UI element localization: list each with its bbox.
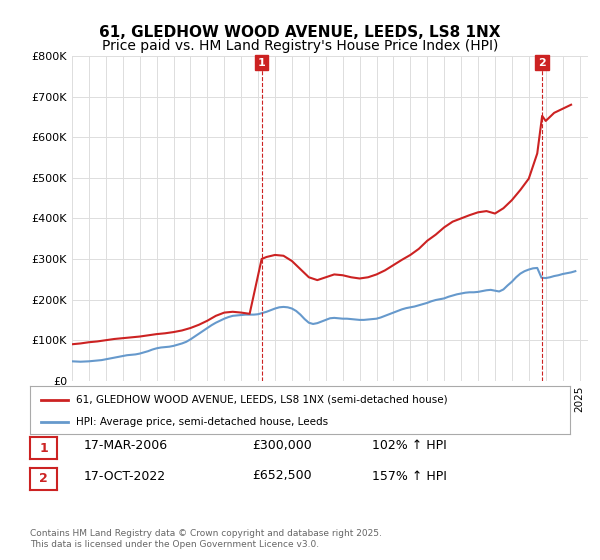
Text: 2: 2 [39,472,48,486]
Text: HPI: Average price, semi-detached house, Leeds: HPI: Average price, semi-detached house,… [76,417,328,427]
Text: 61, GLEDHOW WOOD AVENUE, LEEDS, LS8 1NX (semi-detached house): 61, GLEDHOW WOOD AVENUE, LEEDS, LS8 1NX … [76,395,448,405]
Text: 1: 1 [39,441,48,455]
Text: Price paid vs. HM Land Registry's House Price Index (HPI): Price paid vs. HM Land Registry's House … [102,39,498,53]
Text: 157% ↑ HPI: 157% ↑ HPI [372,469,447,483]
Text: 1: 1 [258,58,266,68]
Text: 61, GLEDHOW WOOD AVENUE, LEEDS, LS8 1NX: 61, GLEDHOW WOOD AVENUE, LEEDS, LS8 1NX [99,25,501,40]
Text: £652,500: £652,500 [252,469,311,483]
Text: 17-OCT-2022: 17-OCT-2022 [84,469,166,483]
Text: 102% ↑ HPI: 102% ↑ HPI [372,438,447,452]
Text: £300,000: £300,000 [252,438,312,452]
Text: 2: 2 [538,58,546,68]
Text: 17-MAR-2006: 17-MAR-2006 [84,438,168,452]
Text: Contains HM Land Registry data © Crown copyright and database right 2025.
This d: Contains HM Land Registry data © Crown c… [30,529,382,549]
